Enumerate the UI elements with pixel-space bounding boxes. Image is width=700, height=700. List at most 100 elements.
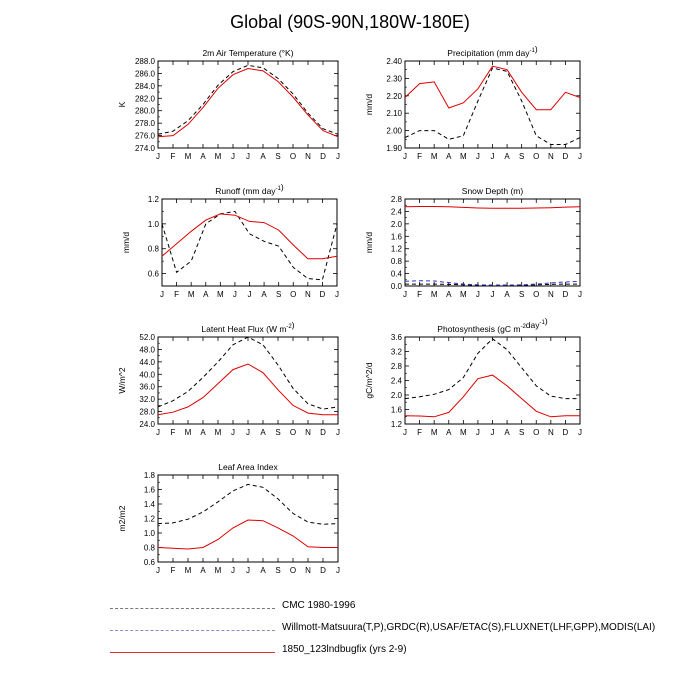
x-tick-label: F bbox=[171, 152, 176, 161]
x-tick-label: J bbox=[160, 290, 164, 299]
y-tick-label: 0.6 bbox=[148, 270, 160, 279]
x-tick-label: J bbox=[231, 566, 235, 575]
x-tick-label: S bbox=[275, 152, 280, 161]
x-tick-label: A bbox=[446, 152, 452, 161]
x-tick-label: A bbox=[200, 566, 206, 575]
x-tick-label: N bbox=[305, 428, 311, 437]
x-tick-label: M bbox=[185, 152, 192, 161]
y-tick-label: 1.2 bbox=[144, 515, 156, 524]
chart-panel-6: Leaf Area Index m2/m2 0.6 0.8 1.0 1.2 1.4 1.6 1.… bbox=[117, 462, 340, 575]
x-tick-label: J bbox=[156, 152, 160, 161]
series-line-obs_cmc bbox=[404, 338, 580, 400]
x-tick-label: A bbox=[260, 428, 266, 437]
x-tick-label: N bbox=[548, 290, 554, 299]
series-line-model bbox=[157, 67, 339, 138]
y-tick-label: 2.40 bbox=[386, 57, 402, 66]
y-tick-label: 2.20 bbox=[386, 92, 402, 101]
y-axis-label-4: W/m^2 bbox=[117, 367, 127, 393]
x-tick-label: A bbox=[504, 152, 510, 161]
x-tick-label: O bbox=[533, 428, 539, 437]
x-tick-label: J bbox=[491, 428, 495, 437]
x-tick-label: F bbox=[171, 428, 176, 437]
y-tick-label: 48.0 bbox=[139, 345, 155, 354]
x-tick-label: O bbox=[533, 290, 539, 299]
series-line-model bbox=[404, 65, 581, 111]
y-tick-label: 1.4 bbox=[144, 500, 156, 509]
series-line-model bbox=[157, 363, 338, 416]
x-tick-label: J bbox=[491, 290, 495, 299]
x-tick-label: D bbox=[563, 428, 569, 437]
y-tick-label: 28.0 bbox=[139, 408, 155, 417]
x-tick-label: N bbox=[305, 290, 311, 299]
x-tick-label: A bbox=[200, 428, 206, 437]
y-tick-label: 1.6 bbox=[144, 486, 156, 495]
x-tick-label: J bbox=[246, 428, 250, 437]
x-tick-label: N bbox=[305, 566, 311, 575]
y-tick-label: 1.0 bbox=[144, 529, 156, 538]
series-line-obs_willmott bbox=[404, 280, 581, 286]
y-tick-label: 0.8 bbox=[144, 544, 156, 553]
x-tick-label: M bbox=[185, 428, 192, 437]
x-tick-label: F bbox=[417, 290, 422, 299]
y-tick-label: 1.2 bbox=[148, 195, 160, 204]
x-tick-label: S bbox=[519, 290, 524, 299]
y-axis-label-0: K bbox=[117, 101, 127, 107]
x-tick-label: D bbox=[320, 428, 326, 437]
x-tick-label: J bbox=[335, 290, 339, 299]
x-tick-label: J bbox=[578, 290, 582, 299]
x-tick-label: A bbox=[260, 566, 266, 575]
x-tick-label: D bbox=[320, 290, 326, 299]
x-tick-label: J bbox=[246, 152, 250, 161]
y-tick-label: 24.0 bbox=[139, 420, 155, 429]
panel-title-3: Snow Depth (m) bbox=[462, 186, 524, 196]
y-tick-label: 0.0 bbox=[391, 282, 403, 291]
x-tick-label: A bbox=[446, 290, 452, 299]
x-tick-label: J bbox=[231, 152, 235, 161]
panel-title-1: Precipitation (mm day-1) bbox=[447, 44, 538, 58]
panel-title-5: Photosynthesis (gC m-2day-1) bbox=[437, 316, 548, 334]
x-tick-label: O bbox=[290, 152, 296, 161]
y-tick-label: 274.0 bbox=[135, 144, 156, 153]
legend-swatch-model bbox=[110, 652, 275, 653]
panel-title-4: Latent Heat Flux (W m-2) bbox=[201, 320, 294, 334]
x-tick-label: N bbox=[548, 428, 554, 437]
x-tick-label: A bbox=[504, 290, 510, 299]
x-tick-label: N bbox=[305, 152, 311, 161]
y-tick-label: 2.0 bbox=[391, 220, 403, 229]
x-tick-label: O bbox=[290, 566, 296, 575]
x-tick-label: J bbox=[231, 428, 235, 437]
x-tick-label: J bbox=[476, 428, 480, 437]
series-line-model bbox=[157, 519, 338, 550]
y-tick-label: 276.0 bbox=[135, 132, 156, 141]
y-tick-label: 44.0 bbox=[139, 358, 155, 367]
x-tick-label: J bbox=[336, 152, 340, 161]
x-tick-label: M bbox=[460, 428, 467, 437]
plot-frame-0 bbox=[157, 60, 339, 149]
y-axis-label-3: mm/d bbox=[364, 232, 374, 254]
x-tick-label: J bbox=[156, 566, 160, 575]
y-tick-label: 280.0 bbox=[135, 107, 156, 116]
y-tick-label: 2.4 bbox=[391, 207, 403, 216]
series-line-model bbox=[161, 213, 338, 260]
y-tick-label: 1.6 bbox=[391, 232, 403, 241]
x-tick-label: J bbox=[336, 566, 340, 575]
x-tick-label: A bbox=[260, 152, 266, 161]
series-line-model bbox=[404, 206, 581, 209]
y-tick-label: 284.0 bbox=[135, 82, 156, 91]
x-tick-label: M bbox=[215, 566, 222, 575]
x-tick-label: M bbox=[431, 428, 438, 437]
y-tick-label: 2.4 bbox=[391, 377, 403, 386]
plot-frame-5 bbox=[404, 336, 581, 425]
x-tick-label: J bbox=[491, 152, 495, 161]
x-tick-label: A bbox=[200, 152, 206, 161]
y-tick-label: 3.6 bbox=[391, 333, 403, 342]
series-line-obs_cmc bbox=[157, 483, 339, 525]
chart-panel-1: Precipitation (mm day-1) mm/d 1.90 2.00 2.10… bbox=[364, 44, 582, 161]
series-line-model bbox=[404, 374, 580, 418]
y-tick-label: 1.2 bbox=[391, 420, 403, 429]
x-tick-label: M bbox=[215, 428, 222, 437]
chart-panel-2: Runoff (mm day-1)mm/d0.60.81.01.2J F M A M J J… bbox=[121, 182, 339, 299]
x-tick-label: M bbox=[460, 290, 467, 299]
series-line-obs_cmc bbox=[157, 64, 339, 135]
